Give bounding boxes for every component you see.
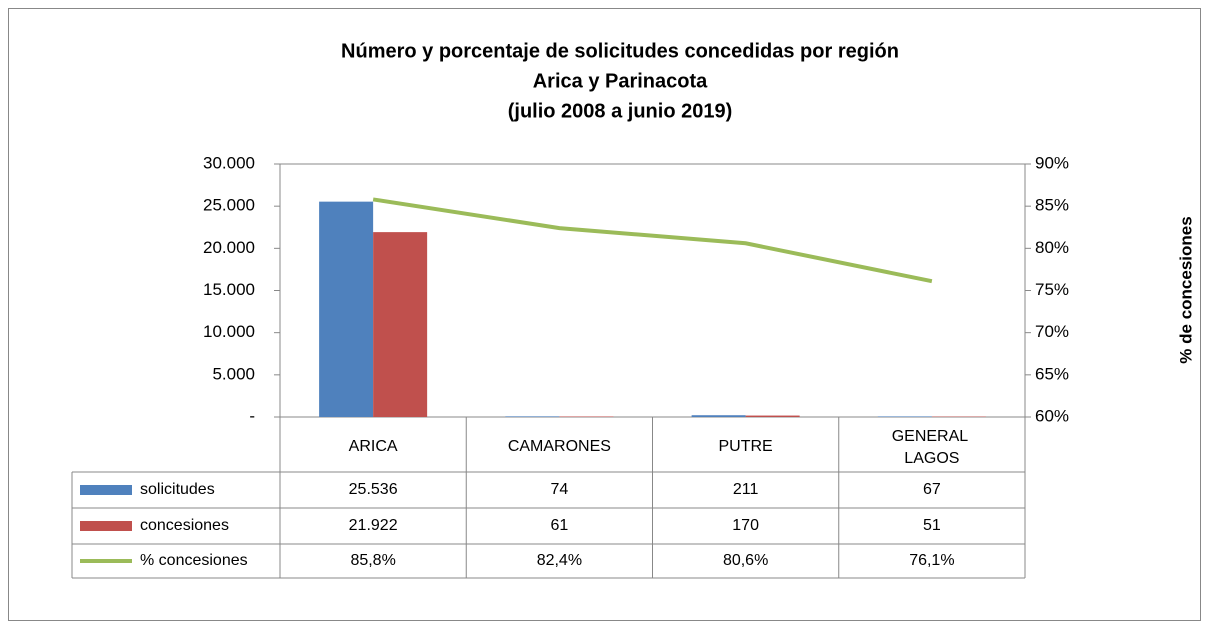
y-tick-label: 5.000 — [212, 364, 255, 383]
table-value: 61 — [550, 517, 568, 534]
line-series — [372, 197, 933, 284]
y2-axis-label: % de concesiones — [1176, 216, 1195, 363]
table-value: 21.922 — [349, 517, 398, 534]
x-tick-label: ARICA — [349, 438, 398, 455]
y-tick-label: 25.000 — [203, 196, 255, 215]
bar — [559, 416, 614, 417]
bar — [877, 416, 932, 417]
bar — [691, 415, 746, 417]
table-value: 74 — [550, 481, 568, 498]
legend-label: solicitudes — [140, 481, 215, 498]
table-value: 51 — [923, 517, 941, 534]
x-tick-label: PUTRE — [719, 438, 773, 455]
table-value: 170 — [732, 517, 759, 534]
x-tick-label: CAMARONES — [508, 438, 611, 455]
chart-border — [8, 8, 1201, 621]
legend-label: concesiones — [140, 517, 229, 534]
table-value: 211 — [733, 481, 759, 498]
y2-tick-label: 75% — [1035, 280, 1069, 299]
y2-tick-label: 90% — [1035, 153, 1069, 172]
table-value: 67 — [923, 481, 941, 498]
bar — [373, 232, 428, 417]
y2-tick-label: 85% — [1035, 196, 1069, 215]
chart-title: Número y porcentaje de solicitudes conce… — [341, 40, 899, 62]
x-tick-label: GENERAL LAGOS — [892, 428, 972, 467]
table-value: 85,8% — [350, 552, 395, 569]
y2-tick-label: 60% — [1035, 406, 1069, 425]
bar — [319, 201, 374, 417]
y-tick-label: 20.000 — [203, 238, 255, 257]
table-value: 82,4% — [537, 552, 582, 569]
y-tick-label: 30.000 — [203, 153, 255, 172]
y2-tick-label: 70% — [1035, 322, 1069, 341]
table-value: 80,6% — [723, 552, 768, 569]
y-tick-label: - — [249, 406, 255, 425]
y2-tick-label: 65% — [1035, 364, 1069, 383]
table-value: 76,1% — [909, 552, 954, 569]
y-tick-label: 15.000 — [203, 280, 255, 299]
y2-tick-label: 80% — [1035, 238, 1069, 257]
bar — [505, 416, 560, 417]
legend-label: % concesiones — [140, 552, 248, 569]
legend-key — [80, 521, 132, 531]
legend-key — [80, 485, 132, 495]
chart-title: Arica y Parinacota — [533, 70, 708, 92]
y-tick-label: 10.000 — [203, 322, 255, 341]
chart-title: (julio 2008 a junio 2019) — [508, 100, 733, 122]
table-value: 25.536 — [349, 481, 398, 498]
bar — [745, 415, 800, 417]
